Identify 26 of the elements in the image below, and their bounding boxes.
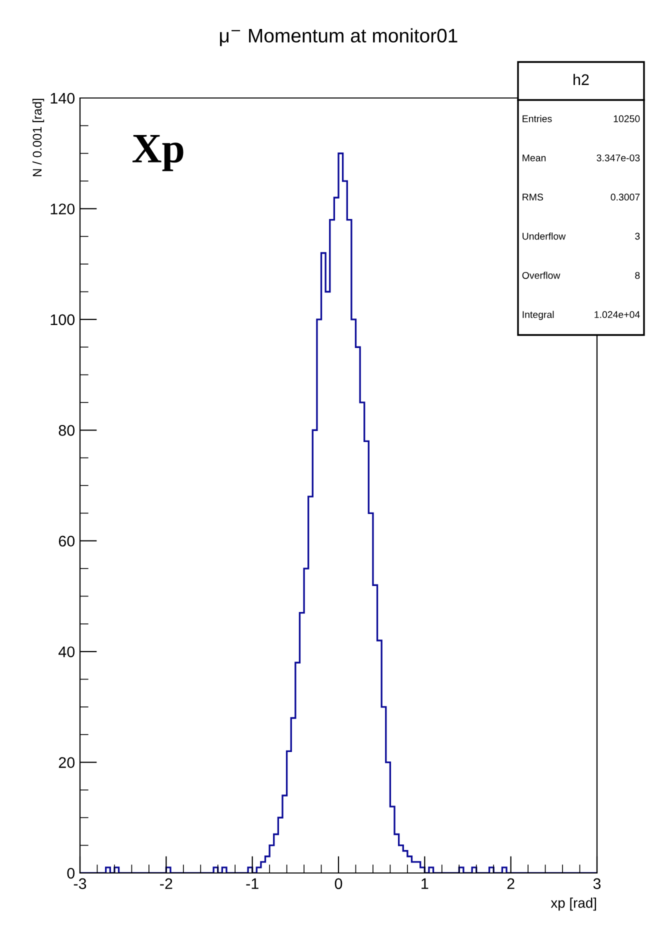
y-tick-label: 80 — [58, 425, 75, 436]
y-tick-label: 140 — [50, 92, 75, 104]
text: Mean 3.347e-03 — [522, 154, 640, 162]
x-tick-label: 3 — [593, 878, 601, 890]
y-tick-label: 60 — [58, 536, 75, 547]
text: Integral 1.024e+04 — [522, 310, 640, 320]
text: Underflow 3 — [522, 232, 640, 240]
x-tick-label: 2 — [507, 878, 514, 889]
y-tick-label: 20 — [58, 757, 75, 768]
y-tick-label: 0 — [67, 868, 75, 879]
y-tick-label: 100 — [50, 314, 75, 326]
text: Overflow 8 — [522, 272, 640, 279]
text: RMS 0.3007 — [522, 194, 640, 201]
x-tick-label: 1 — [422, 878, 428, 889]
y-tick-label: 40 — [58, 646, 75, 658]
y-axis-title: N / 0.001 [rad] — [32, 98, 44, 176]
text: Entries 10250 — [522, 115, 640, 122]
x-tick-label: -1 — [246, 878, 258, 889]
x-tick-label: -3 — [74, 878, 86, 890]
annotation: Xp — [132, 134, 184, 172]
x-axis-title: xp [rad] — [550, 898, 596, 911]
y-tick-label: 120 — [50, 204, 75, 214]
x-tick-label: 0 — [334, 878, 342, 890]
x-tick-label: -2 — [160, 878, 172, 889]
chart-title: μ$^{−}$ Momentum at monitor01 — [220, 28, 458, 46]
text: h2 — [574, 74, 589, 85]
